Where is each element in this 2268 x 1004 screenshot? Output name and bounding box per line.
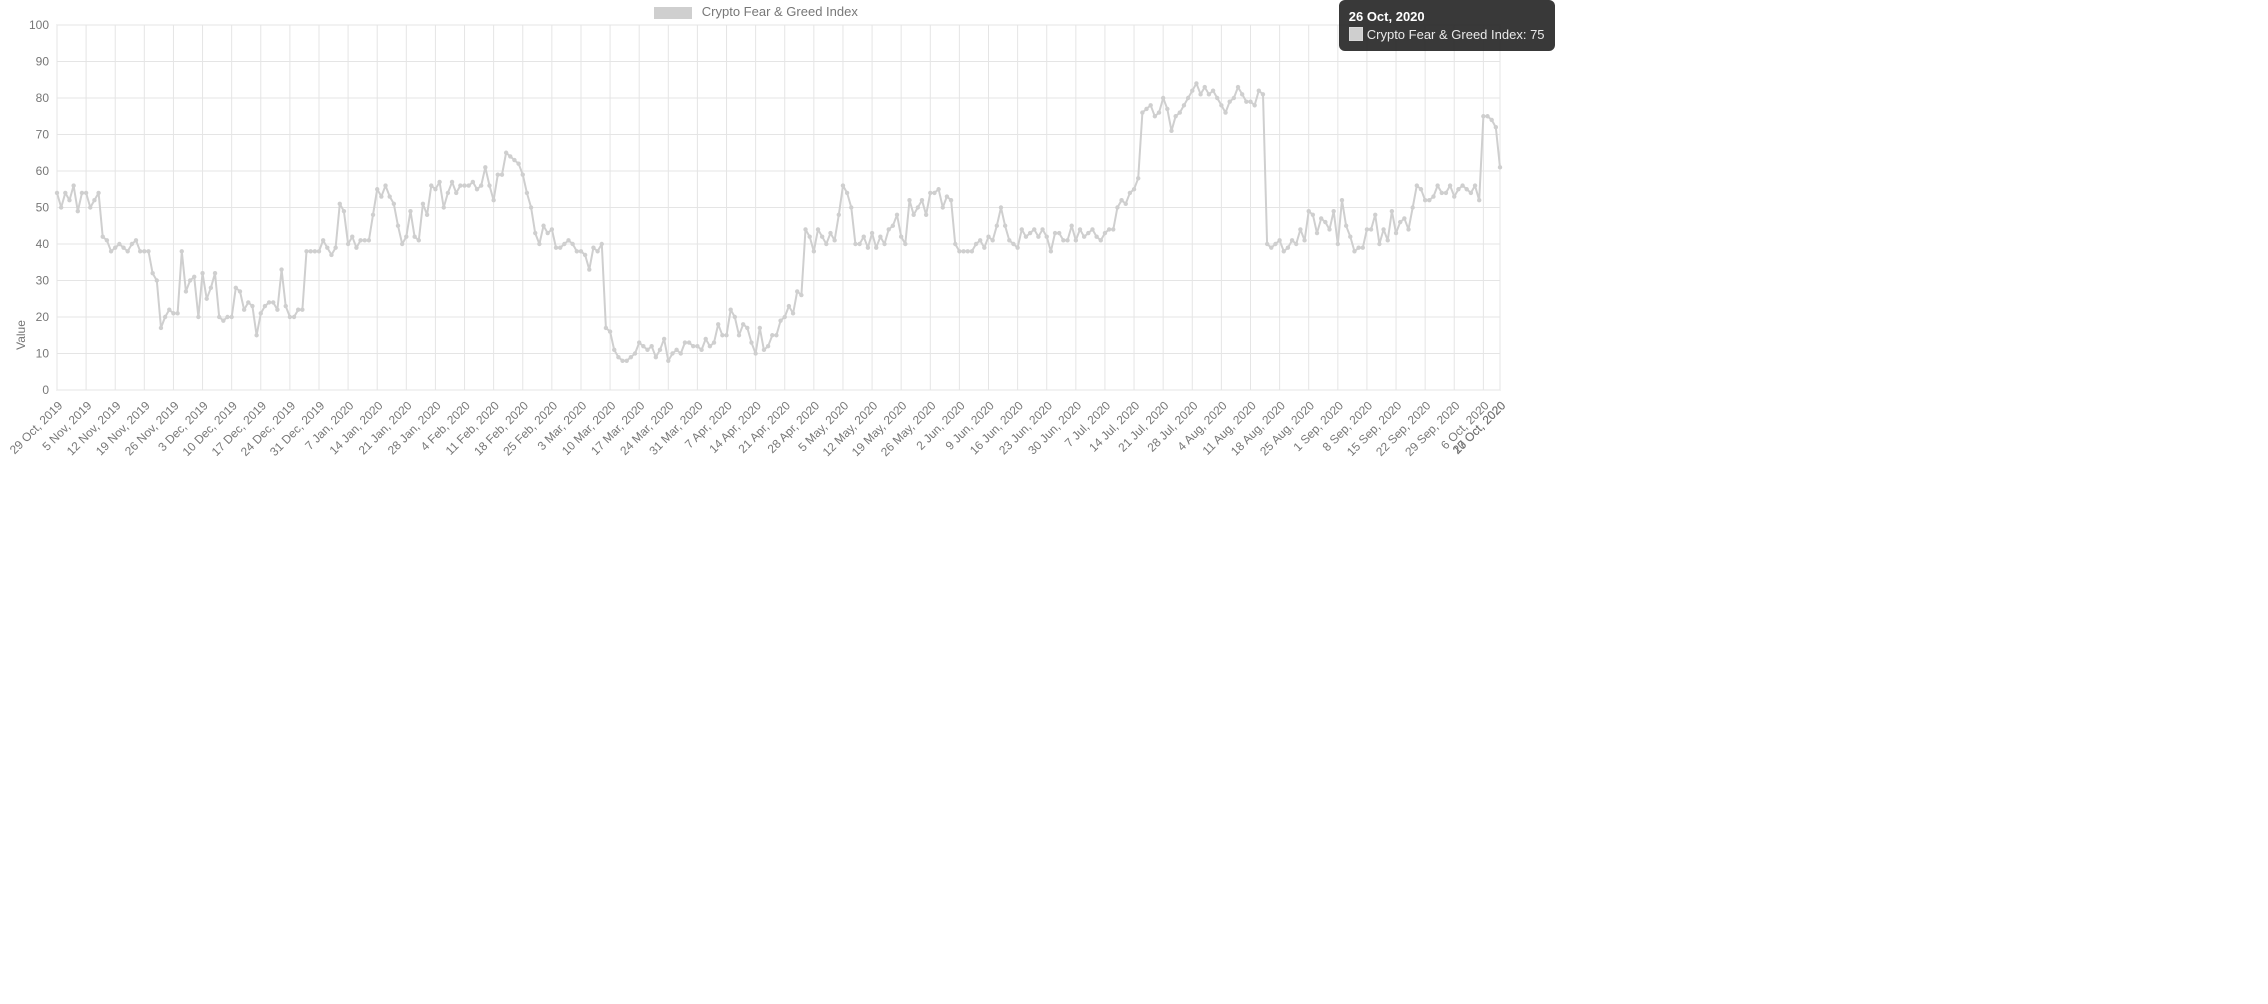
chart-container: Crypto Fear & Greed Index Value 01020304… bbox=[0, 0, 1512, 670]
legend-label: Crypto Fear & Greed Index bbox=[702, 4, 858, 19]
svg-text:60: 60 bbox=[36, 164, 50, 178]
svg-text:0: 0 bbox=[42, 383, 49, 397]
svg-text:100: 100 bbox=[29, 18, 49, 32]
tooltip-value: 75 bbox=[1530, 27, 1544, 42]
y-axis-title: Value bbox=[14, 320, 28, 350]
svg-text:70: 70 bbox=[36, 128, 50, 142]
chart-legend: Crypto Fear & Greed Index bbox=[0, 4, 1512, 19]
legend-swatch bbox=[654, 7, 692, 19]
svg-text:30: 30 bbox=[36, 274, 50, 288]
svg-text:40: 40 bbox=[36, 237, 50, 251]
svg-text:20: 20 bbox=[36, 310, 50, 324]
svg-text:80: 80 bbox=[36, 91, 50, 105]
svg-text:90: 90 bbox=[36, 55, 50, 69]
svg-text:50: 50 bbox=[36, 201, 50, 215]
svg-text:10: 10 bbox=[36, 347, 50, 361]
line-chart[interactable]: 010203040506070809010029 Oct, 20195 Nov,… bbox=[0, 0, 1512, 670]
